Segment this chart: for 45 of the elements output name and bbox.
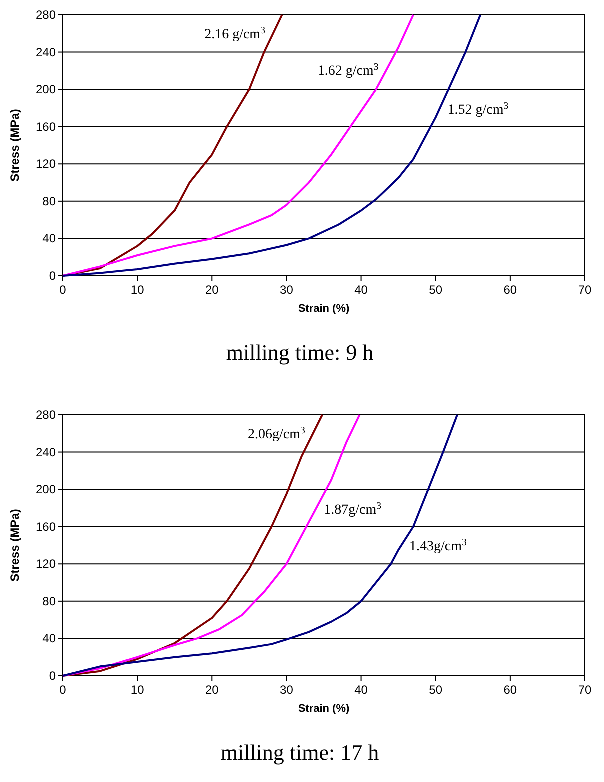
x-tick-label: 10 [130, 283, 145, 297]
y-tick-label: 40 [42, 232, 56, 246]
y-tick-label: 200 [36, 82, 56, 97]
x-axis-title: Strain (%) [298, 703, 350, 715]
x-tick-label: 60 [504, 283, 518, 297]
text: milling time: 17 h [220, 740, 380, 765]
series-label: 1.43g/cm$^{3}$ [410, 537, 468, 554]
line-series [62, 14, 414, 277]
x-axis-title: Strain (%) [298, 303, 350, 315]
y-tick-label: 0 [49, 669, 56, 683]
series-label: 1.87g/cm$^{3}$ [324, 500, 382, 518]
series-label: 1.52 g/cm$^{3}$ [448, 100, 509, 118]
y-tick-label: 160 [36, 520, 56, 534]
text: milling time: 9 h [226, 340, 374, 365]
y-tick-label: 120 [36, 157, 56, 172]
x-tick-label: 70 [578, 683, 592, 697]
y-axis-title: Stress (MPa) [8, 109, 22, 182]
x-tick-label: 30 [280, 283, 294, 297]
y-tick-label: 160 [36, 120, 56, 134]
y-tick-label: 40 [42, 632, 56, 646]
y-tick-label: 240 [36, 45, 56, 60]
y-tick-label: 0 [49, 269, 56, 283]
x-tick-label: 10 [130, 683, 145, 697]
y-tick-label: 280 [36, 408, 56, 422]
y-tick-label: 80 [42, 594, 56, 608]
y-tick-label: 200 [36, 482, 56, 497]
y-tick-label: 280 [36, 8, 56, 22]
series-label: 2.16 g/cm$^{3}$ [204, 24, 266, 42]
y-tick-label: 240 [36, 445, 56, 460]
x-tick-label: 40 [354, 283, 368, 297]
series-label: 1.62 g/cm$^{3}$ [318, 61, 379, 79]
y-tick-label: 120 [36, 557, 56, 572]
x-tick-label: 30 [280, 683, 294, 697]
series-label: 2.06g/cm$^{3}$ [248, 424, 306, 442]
x-tick-label: 50 [429, 683, 443, 697]
x-tick-label: 50 [429, 283, 443, 297]
x-tick-label: 60 [504, 683, 518, 697]
y-tick-label: 80 [42, 194, 56, 208]
x-tick-label: 0 [60, 683, 67, 697]
x-tick-label: 40 [354, 683, 368, 697]
x-tick-label: 0 [60, 283, 67, 297]
x-tick-label: 70 [578, 283, 592, 297]
x-tick-label: 20 [205, 683, 220, 697]
y-axis-title: Stress (MPa) [8, 509, 22, 582]
x-tick-label: 20 [205, 283, 220, 297]
